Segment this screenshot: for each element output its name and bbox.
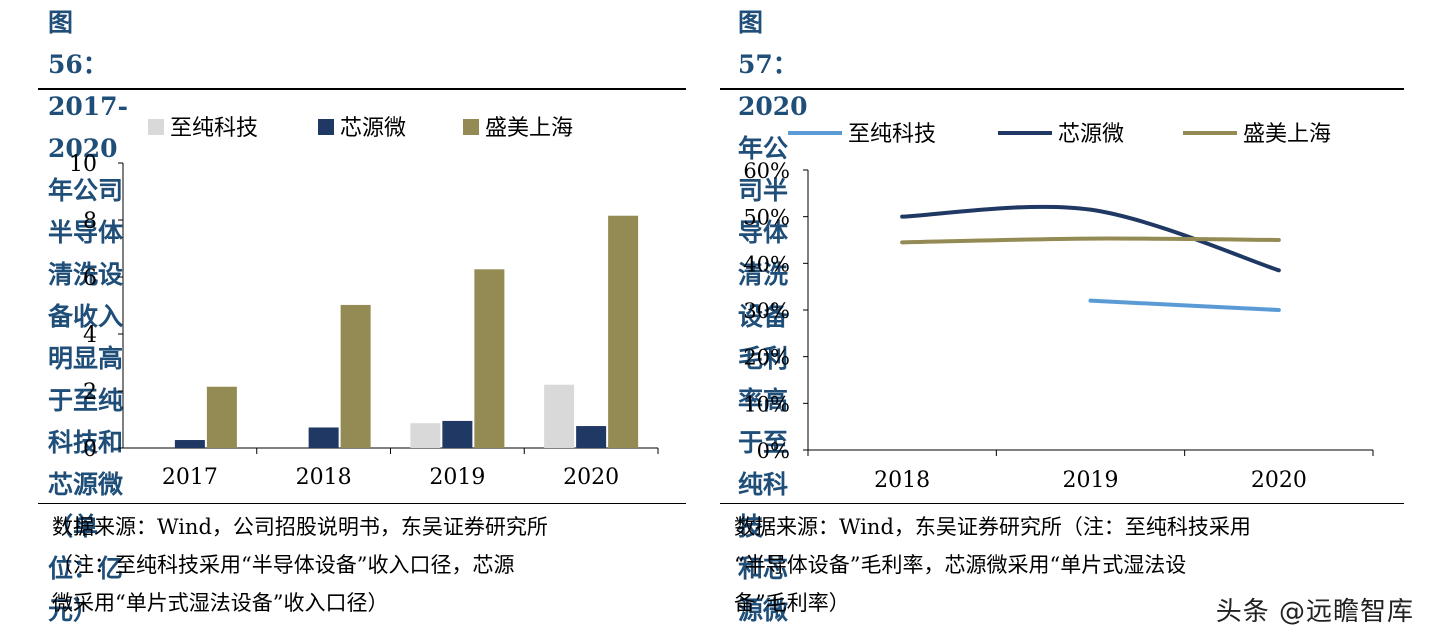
x-tick-label: 2020 — [563, 465, 619, 490]
left-title-line-1: 图 56：2017-2020 年公司半导体清洗设备收入明显高 — [48, 8, 128, 373]
x-tick-label: 2019 — [1063, 468, 1119, 493]
left-source-line-1: 数据来源：Wind，公司招股说明书，东吴证券研究所 — [52, 515, 548, 539]
legend-label-2: 盛美上海 — [485, 116, 573, 141]
left-top-rule — [38, 88, 686, 90]
y-tick-label: 10% — [743, 392, 790, 416]
right-source-line-1: 数据来源：Wind，东吴证券研究所（注：至纯科技采用 — [734, 515, 1251, 539]
y-tick-label: 50% — [743, 206, 790, 230]
bar-2019-0 — [410, 423, 441, 448]
legend-label-0: 至纯科技 — [848, 122, 936, 147]
bar-2018-1 — [308, 427, 339, 448]
series-line-2 — [900, 236, 1281, 245]
legend-label-2: 盛美上海 — [1243, 122, 1331, 147]
y-tick-label: 30% — [743, 299, 790, 323]
y-tick-label: 10 — [69, 152, 97, 177]
series-line-0 — [1088, 298, 1281, 312]
left-source-note: 数据来源：Wind，公司招股说明书，东吴证券研究所 （注：至纯科技采用“半导体设… — [52, 508, 548, 622]
right-source-line-3: 备”毛利率） — [734, 591, 850, 615]
y-tick-label: 60% — [743, 159, 790, 183]
right-top-rule — [720, 88, 1404, 90]
bar-2019-1 — [442, 420, 473, 448]
left-source-line-3: 微采用“单片式湿法设备”收入口径） — [52, 591, 389, 615]
bar-2018-2 — [340, 304, 371, 448]
left-source-line-2: （注：至纯科技采用“半导体设备”收入口径，芯源 — [52, 553, 515, 577]
legend-label-0: 至纯科技 — [170, 116, 258, 141]
bar-2020-0 — [544, 384, 575, 448]
right-figure-title: 图 57：2020 年公司半导体清洗设备毛利率高于至纯科技 和芯源微 — [738, 2, 808, 632]
left-title-line-2: 于至纯科技和芯源微（单位：亿元） — [48, 386, 124, 625]
y-tick-label: 2 — [83, 380, 97, 405]
right-line-chart: 至纯科技 芯源微 盛美上海 0% 10% 20% 30% 40% 50% 60% 2018 2019 2… — [743, 122, 1374, 493]
right-source-note: 数据来源：Wind，东吴证券研究所（注：至纯科技采用 “半导体设备”毛利率，芯源… — [734, 508, 1251, 622]
bar-2019-2 — [474, 269, 505, 448]
legend-label-1: 芯源微 — [340, 116, 406, 141]
x-tick-label: 2020 — [1251, 468, 1307, 493]
x-tick-label: 2019 — [429, 465, 485, 490]
x-tick-label: 2018 — [874, 468, 930, 493]
y-tick-label: 40% — [743, 252, 790, 276]
right-title-line-2: 和芯源微 — [738, 554, 789, 625]
x-tick-label: 2018 — [296, 465, 352, 490]
left-figure-title: 图 56：2017-2020 年公司半导体清洗设备收入明显高 于至纯科技和芯源微… — [48, 2, 128, 632]
y-tick-label: 0 — [83, 437, 97, 462]
bar-2017-1 — [174, 440, 205, 448]
legend-swatch-2 — [463, 119, 479, 135]
y-tick-label: 6 — [83, 266, 97, 291]
y-tick-label: 4 — [83, 323, 97, 348]
watermark: 头条 @远瞻智库 — [1211, 591, 1418, 628]
legend-swatch-1 — [318, 119, 334, 135]
legend-swatch-0 — [148, 119, 164, 135]
x-tick-label: 2017 — [162, 465, 218, 490]
left-bottom-rule — [38, 503, 686, 504]
bar-2017-2 — [206, 386, 237, 448]
bar-2020-2 — [608, 215, 639, 448]
bar-2020-1 — [576, 426, 607, 448]
y-tick-label: 8 — [83, 209, 97, 234]
y-tick-label: 20% — [743, 346, 790, 370]
legend-label-1: 芯源微 — [1058, 122, 1124, 147]
right-bottom-rule — [720, 503, 1404, 504]
y-tick-label: 0% — [757, 439, 790, 463]
left-bar-chart: 至纯科技 芯源微 盛美上海 0 2 4 6 8 10 2017 2018 2019 2020 — [69, 116, 659, 490]
right-title-line-1: 图 57：2020 年公司半导体清洗设备毛利率高于至纯科技 — [738, 8, 808, 541]
right-source-line-2: “半导体设备”毛利率，芯源微采用“单片式湿法设 — [734, 553, 1187, 577]
series-line-1 — [900, 204, 1281, 273]
